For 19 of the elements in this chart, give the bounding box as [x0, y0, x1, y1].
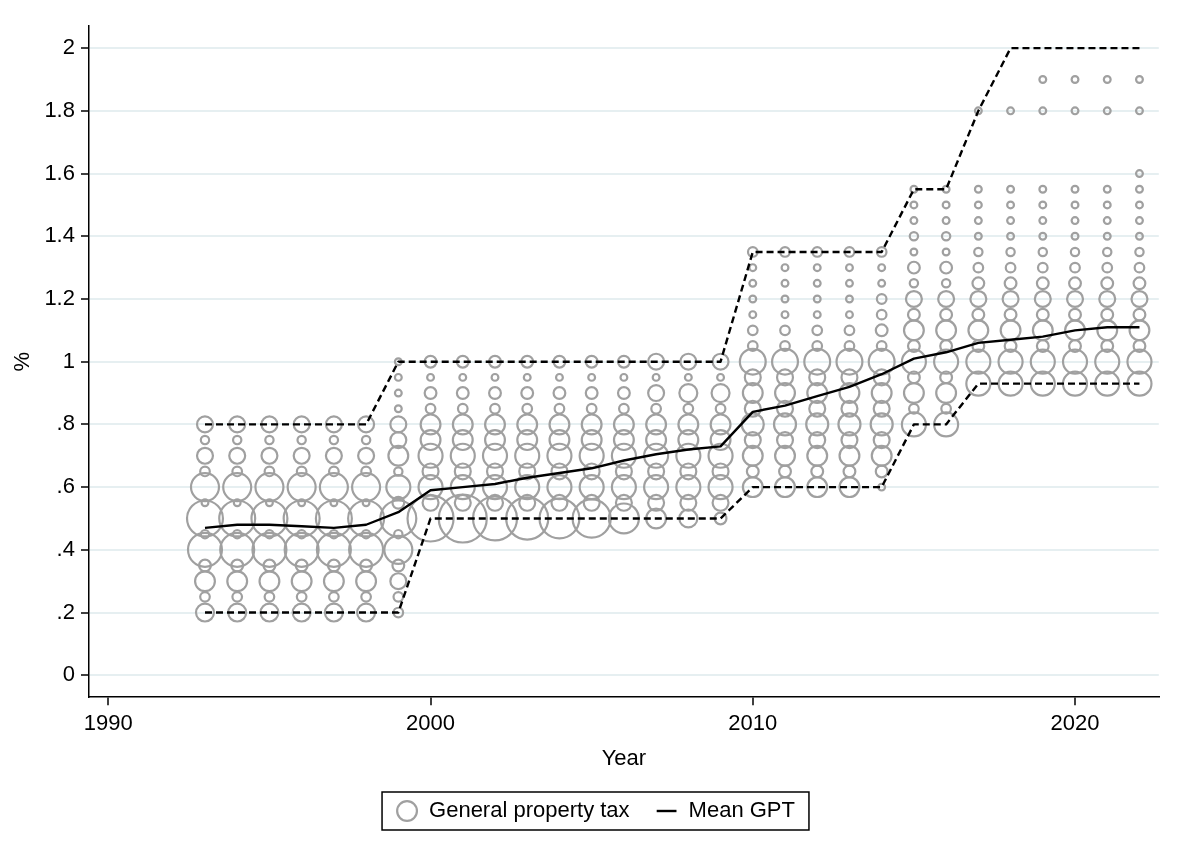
- x-tick-label: 2020: [1050, 710, 1100, 736]
- y-tick-label: .8: [56, 410, 75, 436]
- y-tick-label: 1.4: [44, 222, 75, 248]
- y-tick-label: 1: [62, 347, 75, 373]
- x-tick-label: 2010: [728, 710, 778, 736]
- y-tick-label: 2: [62, 34, 75, 60]
- y-axis-title: %: [9, 351, 35, 372]
- y-tick-label: .4: [56, 535, 75, 561]
- legend-label: Mean GPT: [688, 797, 795, 823]
- x-axis-title: Year: [601, 744, 647, 770]
- y-tick-label: 1.6: [44, 159, 75, 185]
- y-tick-label: 1.8: [44, 96, 75, 122]
- y-tick-label: .2: [56, 598, 75, 624]
- y-tick-label: 0: [62, 661, 75, 687]
- y-tick-label: .6: [56, 473, 75, 499]
- y-tick-label: 1.2: [44, 285, 75, 311]
- legend-label: General property tax: [429, 797, 630, 823]
- x-tick-label: 1990: [83, 710, 133, 736]
- x-tick-label: 2000: [406, 710, 456, 736]
